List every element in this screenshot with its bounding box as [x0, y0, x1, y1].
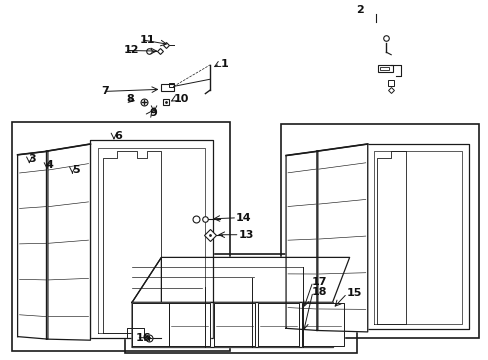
Text: 11: 11	[139, 35, 155, 45]
Polygon shape	[132, 303, 169, 346]
Text: 1: 1	[221, 59, 228, 69]
Bar	[168, 83, 173, 87]
Polygon shape	[257, 303, 299, 346]
Polygon shape	[90, 140, 212, 338]
Text: 9: 9	[149, 108, 157, 118]
Text: 12: 12	[123, 45, 139, 55]
Bar	[380, 67, 388, 70]
Text: 6: 6	[114, 131, 122, 141]
Text: 5: 5	[72, 165, 80, 175]
Text: 14: 14	[236, 213, 251, 223]
Bar	[281, 124, 478, 338]
Polygon shape	[132, 302, 332, 347]
Polygon shape	[18, 151, 48, 339]
Polygon shape	[132, 257, 161, 347]
Polygon shape	[366, 144, 468, 329]
Polygon shape	[132, 257, 349, 302]
Text: 16: 16	[135, 333, 151, 343]
Polygon shape	[302, 303, 343, 346]
Polygon shape	[316, 144, 367, 332]
Bar	[161, 84, 173, 91]
Text: 13: 13	[238, 230, 253, 240]
Polygon shape	[285, 151, 317, 330]
Text: 18: 18	[311, 287, 327, 297]
Text: 4: 4	[45, 160, 53, 170]
Text: 17: 17	[311, 276, 327, 287]
Bar	[12, 122, 229, 351]
Text: 10: 10	[173, 94, 188, 104]
Bar	[124, 254, 356, 353]
Text: 3: 3	[28, 154, 36, 164]
Polygon shape	[168, 303, 210, 346]
Polygon shape	[213, 303, 255, 346]
Text: 7: 7	[102, 86, 109, 96]
Text: 2: 2	[355, 5, 363, 15]
Text: 8: 8	[126, 94, 134, 104]
Bar	[377, 65, 392, 72]
Text: 15: 15	[346, 288, 361, 298]
Polygon shape	[46, 144, 90, 340]
